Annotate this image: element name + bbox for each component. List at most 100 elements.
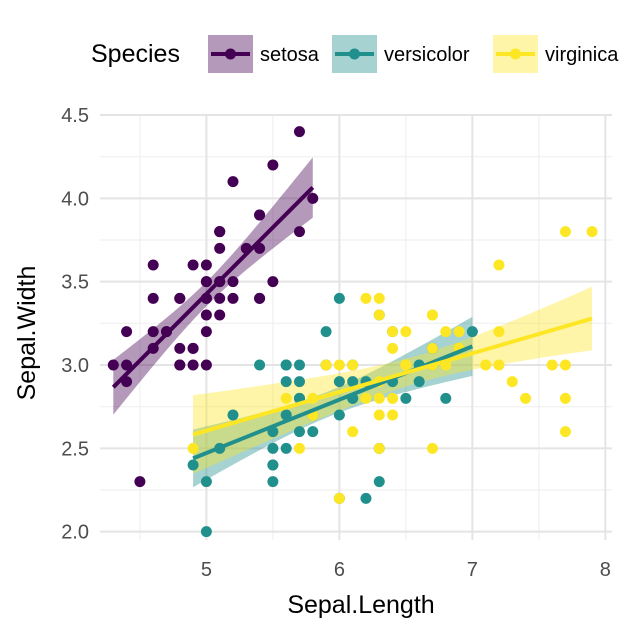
setosa-point [214,242,226,254]
setosa-point [293,226,305,238]
versicolor-point [280,359,292,371]
setosa-point [227,276,239,288]
setosa-point [187,259,199,271]
setosa-point [107,359,119,371]
versicolor-point [373,476,385,488]
tick-labels: 5 6 7 8 2.0 2.5 3.0 3.5 4.0 4.5 [61,105,611,581]
versicolor-point [347,376,359,388]
setosa-point [214,309,226,321]
setosa-point [147,259,159,271]
setosa-point [187,342,199,354]
virginica-point [373,442,385,454]
versicolor-legend-label: versicolor [384,44,470,66]
versicolor-point [200,476,212,488]
versicolor-point [267,476,279,488]
legend: Species setosa versicolor virginica [91,35,619,73]
virginica-point [360,292,372,304]
legend-title: Species [91,40,180,68]
versicolor-point [333,376,345,388]
virginica-point [387,392,399,404]
x-tick-label: 8 [600,559,611,581]
virginica-point [506,376,518,388]
setosa-point [214,226,226,238]
versicolor-legend-marker [349,48,360,60]
setosa-point [121,326,133,338]
setosa-fit-line [111,186,315,389]
setosa-point [134,476,146,488]
versicolor-point [413,376,425,388]
virginica-point [400,359,412,371]
virginica-point [373,409,385,421]
x-axis-label: Sepal.Length [287,591,434,619]
versicolor-point [200,526,212,538]
virginica-point [333,492,345,504]
virginica-point [586,226,598,238]
fit-lines [111,186,593,461]
versicolor-point [466,326,478,338]
virginica-point [347,426,359,438]
setosa-point [293,126,305,138]
x-tick-label: 5 [201,559,212,581]
versicolor-point [227,409,239,421]
virginica-point [426,442,438,454]
virginica-point [426,342,438,354]
setosa-point [200,276,212,288]
versicolor-point [187,459,199,471]
versicolor-point [333,409,345,421]
virginica-point [559,392,571,404]
virginica-point [373,309,385,321]
versicolor-point [254,359,266,371]
versicolor-point [333,292,345,304]
virginica-point [559,226,571,238]
setosa-point [147,292,159,304]
setosa-point [227,176,239,188]
virginica-legend-marker [510,48,521,60]
versicolor-point [320,326,332,338]
versicolor-point [440,392,452,404]
setosa-point [174,342,186,354]
setosa-legend-label: setosa [260,44,320,66]
x-tick-label: 7 [467,559,478,581]
virginica-point [293,442,305,454]
versicolor-point [293,426,305,438]
virginica-point [480,359,492,371]
virginica-point [400,326,412,338]
y-tick-label: 4.0 [61,188,89,210]
virginica-point [347,359,359,371]
setosa-legend-marker [225,48,236,60]
virginica-point [453,326,465,338]
setosa-point [174,292,186,304]
setosa-point [254,292,266,304]
virginica-point [187,442,199,454]
versicolor-point [293,359,305,371]
y-axis-label: Sepal.Width [13,266,41,401]
versicolor-point [267,459,279,471]
virginica-point [493,326,505,338]
setosa-point [200,326,212,338]
legend-keys: setosa versicolor virginica [208,35,619,73]
virginica-point [373,392,385,404]
virginica-point [493,259,505,271]
virginica-point [559,359,571,371]
virginica-point [493,359,505,371]
setosa-point [214,292,226,304]
confidence-bands [113,157,593,488]
virginica-point [440,326,452,338]
virginica-point [520,392,532,404]
virginica-point [373,292,385,304]
virginica-legend-label: virginica [545,44,619,66]
virginica-point [387,342,399,354]
x-tick-label: 6 [334,559,345,581]
setosa-point [121,359,133,371]
y-tick-label: 4.5 [61,105,89,127]
setosa-point [200,359,212,371]
virginica-point [320,359,332,371]
virginica-point [559,426,571,438]
virginica-point [387,326,399,338]
setosa-point [307,192,319,204]
virginica-fit-line [192,316,593,437]
setosa-point [227,292,239,304]
setosa-point [200,309,212,321]
y-tick-label: 2.0 [61,522,89,544]
y-tick-label: 3.5 [61,272,89,294]
